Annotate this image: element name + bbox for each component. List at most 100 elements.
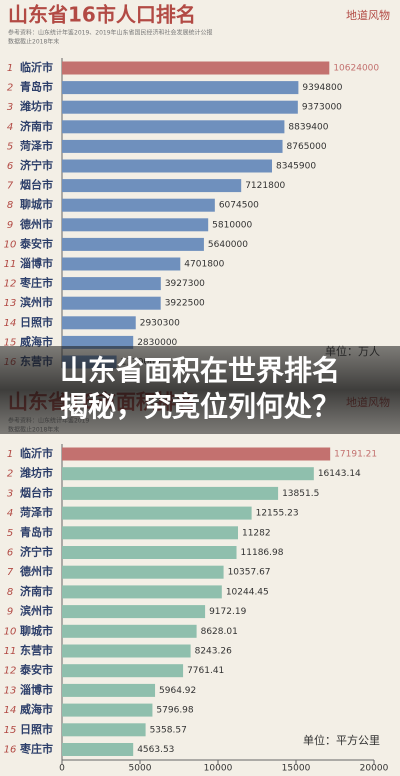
category-label: 潍坊市 — [20, 99, 53, 113]
value-label: 5810000 — [212, 220, 252, 230]
category-label: 泰安市 — [19, 663, 53, 677]
x-tick-label: 10000 — [204, 764, 233, 774]
rank: 13 — [4, 685, 17, 696]
bar — [62, 683, 156, 697]
rank: 13 — [4, 298, 17, 309]
category-label: 烟台市 — [20, 178, 53, 192]
bar — [62, 743, 134, 756]
value-label: 7121800 — [245, 181, 285, 191]
rank: 5 — [7, 141, 13, 152]
rank: 7 — [7, 181, 14, 192]
value-label: 8628.01 — [201, 627, 238, 637]
category-label: 聊城市 — [20, 197, 53, 211]
value-label: 10244.45 — [226, 587, 269, 597]
overlay-band — [0, 346, 400, 434]
bar — [62, 546, 237, 559]
value-label: 4563.53 — [137, 745, 174, 755]
headline-text: 山东省面积在世界排名 — [60, 354, 340, 387]
category-label: 临沂市 — [20, 60, 53, 74]
chart-title: 山东省16市人口排名 — [8, 3, 196, 27]
rank: 10 — [4, 239, 17, 250]
category-label: 德州市 — [19, 564, 53, 578]
value-label: 6074500 — [219, 201, 259, 211]
value-label: 8243.26 — [195, 647, 232, 657]
bar — [62, 277, 161, 291]
source-note: 数据截止2018年末 — [8, 38, 59, 46]
rank: 11 — [4, 259, 17, 270]
rank: 12 — [4, 279, 17, 290]
value-label: 10357.67 — [228, 568, 271, 578]
rank: 12 — [4, 666, 17, 677]
category-label: 枣庄市 — [19, 742, 53, 756]
rank: 10 — [4, 626, 17, 637]
value-label: 5640000 — [208, 240, 248, 250]
value-label: 9373000 — [302, 103, 342, 113]
category-label: 德州市 — [19, 217, 53, 231]
rank: 3 — [7, 102, 13, 113]
bar — [62, 486, 279, 500]
category-label: 临沂市 — [20, 446, 53, 460]
bar — [62, 139, 283, 153]
bar — [62, 198, 215, 212]
value-label: 9394800 — [302, 83, 342, 93]
bar — [62, 81, 299, 95]
value-label: 17191.21 — [334, 450, 377, 460]
category-label: 枣庄市 — [19, 276, 53, 290]
bar — [62, 624, 197, 638]
value-label: 8345900 — [276, 162, 316, 172]
value-label: 5964.92 — [159, 686, 196, 696]
bar — [62, 100, 298, 114]
rank: 9 — [7, 607, 13, 618]
rank: 11 — [4, 646, 17, 657]
bar — [62, 335, 134, 349]
category-label: 滨州市 — [20, 295, 53, 309]
rank: 16 — [4, 745, 17, 756]
headline-text: 揭秘，究竟位列何处？ — [60, 390, 340, 423]
bar — [62, 644, 191, 658]
category-label: 东营市 — [20, 643, 53, 657]
bar — [62, 664, 184, 678]
bar — [62, 218, 209, 232]
bar — [62, 159, 272, 173]
category-label: 青岛市 — [20, 525, 53, 539]
value-label: 16143.14 — [318, 469, 361, 479]
value-label: 11186.98 — [241, 548, 284, 558]
category-label: 菏泽市 — [20, 505, 53, 519]
category-label: 菏泽市 — [20, 138, 53, 152]
bar — [62, 316, 136, 330]
rank: 8 — [7, 587, 13, 598]
unit-label: 单位：平方公里 — [303, 733, 380, 747]
bar — [62, 526, 238, 540]
brand: 地道风物 — [346, 8, 390, 22]
category-label: 日照市 — [20, 315, 53, 329]
value-label: 3927300 — [165, 279, 205, 289]
bar — [62, 605, 206, 619]
category-label: 济南市 — [20, 584, 53, 598]
source-note: 参考资料：山东统计年鉴2019、2019年山东省国民经济和社会发展统计公报 — [8, 29, 213, 37]
bar — [62, 565, 224, 579]
category-label: 威海市 — [20, 702, 53, 716]
value-label: 5796.98 — [156, 706, 193, 716]
value-label: 10624000 — [333, 64, 379, 74]
rank: 14 — [4, 318, 17, 329]
rank: 3 — [7, 488, 13, 499]
value-label: 11282 — [242, 528, 271, 538]
bar — [62, 120, 285, 134]
bar — [62, 257, 181, 271]
rank: 2 — [7, 469, 13, 480]
bar — [62, 467, 314, 481]
bar — [62, 296, 161, 310]
bar — [62, 703, 153, 717]
value-label: 8839400 — [288, 122, 328, 132]
category-label: 济宁市 — [20, 158, 53, 172]
rank: 2 — [7, 83, 13, 94]
category-label: 青岛市 — [20, 80, 53, 94]
category-label: 烟台市 — [20, 485, 53, 499]
value-label: 5358.57 — [150, 725, 187, 735]
bar — [62, 447, 331, 461]
value-label: 2930300 — [140, 318, 180, 328]
value-label: 2830000 — [137, 338, 177, 348]
rank: 1 — [7, 449, 13, 460]
category-label: 潍坊市 — [20, 466, 53, 480]
